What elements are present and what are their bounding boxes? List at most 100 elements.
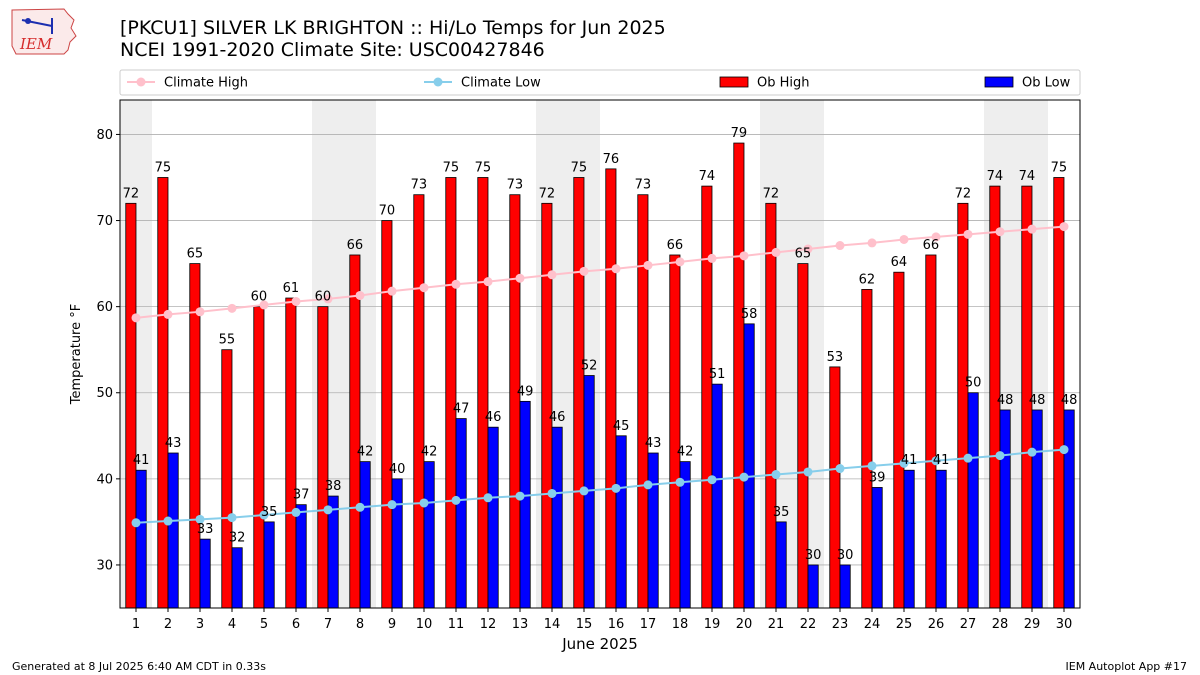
ob-low-bar [551,426,563,609]
climate-high-point [547,270,557,280]
ob-high-label: 66 [667,238,684,253]
ob-high-label: 64 [891,255,908,270]
ob-low-label: 46 [549,410,566,425]
ob-low-label: 37 [293,488,310,503]
ob-low-bar [1063,409,1075,609]
ob-low-bar [359,461,371,609]
climate-low-point [1027,447,1037,457]
climate-low-point [419,498,429,508]
ob-high-label: 79 [731,126,748,141]
climate-high-point [867,238,877,248]
climate-low-point [995,451,1005,461]
climate-high-point [195,307,205,317]
climate-high-line [135,225,1065,319]
climate-high-point [291,296,301,306]
ob-high-label: 75 [443,160,460,175]
ob-low-label: 33 [197,522,214,537]
climate-low-point [867,461,877,471]
ob-low-label: 39 [869,470,886,485]
x-tick-label: 13 [512,617,529,632]
ob-low-bar [263,521,275,609]
ob-high-label: 65 [795,247,812,262]
climate-high-point [931,232,941,242]
ob-high-label: 55 [219,333,236,348]
x-tick-label: 29 [1024,617,1041,632]
legend-frame [119,69,1081,96]
climate-low-point [515,491,525,501]
climate-low-point [323,505,333,515]
ob-high-bar [957,202,969,609]
climate-high-point [323,294,333,304]
climate-low-point [227,513,237,523]
ob-low-label: 52 [581,359,598,374]
legend-ob-high-label: Ob High [757,76,810,91]
climate-high-point [643,260,653,270]
ob-low-label: 41 [933,453,950,468]
x-tick-label: 28 [992,617,1009,632]
x-tick-label: 22 [800,617,817,632]
climate-high-point [675,257,685,267]
climate-high-point [707,253,717,263]
ob-high-label: 61 [283,281,300,296]
ob-low-label: 42 [421,445,438,460]
ob-low-bar [871,487,883,609]
y-axis-label: Temperature °F [69,304,84,405]
ob-low-label: 50 [965,376,982,391]
climate-low-point [259,510,269,520]
ob-high-bar [221,349,233,609]
climate-low-point [547,488,557,498]
climate-low-point [451,495,461,505]
ob-high-bar [861,289,873,609]
ob-high-bar [125,202,137,609]
ob-low-bar [999,409,1011,609]
climate-high-point [1059,222,1069,232]
x-tick-label: 3 [196,617,204,632]
y-tick-label: 70 [96,214,113,229]
legend: Climate High Climate Low Ob High Ob Low [119,69,1081,96]
ob-high-bar [413,194,425,609]
legend-ob-low-label: Ob Low [1022,76,1071,91]
y-tick-label: 80 [96,128,113,143]
ob-high-label: 70 [379,204,396,219]
climate-high-point [259,300,269,310]
climate-high-point [995,227,1005,237]
data-labels: 72 41 75 43 65 33 55 32 60 35 61 37 60 38 66 42 70 40 73 42… [123,126,1078,563]
y-axis: 30 40 50 60 70 80 [96,128,120,573]
x-tick-label: 10 [416,617,433,632]
ob-low-bar [615,435,627,609]
x-tick-label: 4 [228,617,236,632]
ob-low-bar [167,452,179,609]
x-tick-label: 8 [356,617,364,632]
climate-low-point [387,500,397,510]
ob-high-label: 60 [251,290,268,305]
ob-low-label: 32 [229,531,246,546]
ob-low-bar [295,504,307,609]
ob-low-bar [1031,409,1043,609]
ob-low-label: 47 [453,402,470,417]
ob-high-bar [157,177,169,609]
ob-high-bar [701,185,713,609]
ob-high-bar [317,306,329,609]
footer-app-label: IEM Autoplot App #17 [1065,660,1188,673]
logo-text: IEM [19,35,53,53]
climate-high-point [1027,224,1037,234]
x-tick-label: 27 [960,617,977,632]
ob-high-bar [829,366,841,609]
ob-low-label: 35 [773,505,790,520]
climate-high-point [803,244,813,254]
ob-low-label: 48 [1061,393,1078,408]
climate-low-point [611,483,621,493]
climate-high-point [131,313,141,323]
x-tick-label: 11 [448,617,465,632]
x-axis: 1 2 3 4 5 6 7 8 9 10 11 12 13 14 15 16 17 18 19 20 21 22 23 24 2… [132,608,1072,632]
ob-low-bar [807,564,819,609]
climate-lines [131,222,1069,528]
ob-high-label: 72 [763,186,780,201]
ob-high-bar [573,177,585,609]
ob-low-bar [935,469,947,609]
ob-low-label: 35 [261,505,278,520]
x-tick-label: 19 [704,617,721,632]
y-tick-label: 60 [96,300,113,315]
ob-high-label: 66 [923,238,940,253]
climate-high-point [387,286,397,296]
